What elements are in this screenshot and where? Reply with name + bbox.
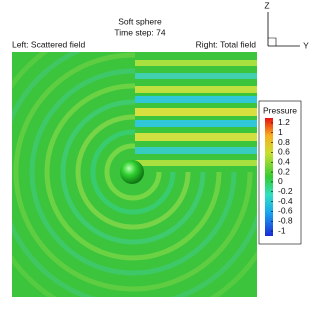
colorbar-title: Pressure — [263, 105, 297, 115]
triad-z-label: Z — [264, 0, 269, 10]
triad-corner — [268, 37, 277, 46]
sphere — [120, 160, 144, 184]
colorbar-tick-label: -0.4 — [278, 196, 293, 206]
visualization: Soft sphere Time step: 74 Left: Scattere… — [12, 0, 309, 297]
right-label: Right: Total field — [196, 39, 257, 49]
colorbar-tick-label: 0.8 — [278, 137, 290, 147]
colorbar-tick-label: 1 — [278, 127, 283, 137]
colorbar-tick-label: 0.4 — [278, 157, 290, 167]
subtitle: Time step: 74 — [114, 27, 165, 37]
left-label: Left: Scattered field — [12, 39, 86, 49]
title: Soft sphere — [118, 16, 162, 26]
triad-y-label: Y — [303, 40, 309, 50]
colorbar-tick-label: 0.2 — [278, 166, 290, 176]
colorbar-tick-label: 0 — [278, 176, 283, 186]
colorbar-strip — [265, 118, 273, 236]
colorbar-tick-label: 1.2 — [278, 117, 290, 127]
colorbar-tick-label: -0.2 — [278, 186, 293, 196]
colorbar-tick-label: -0.8 — [278, 216, 293, 226]
total-field-stripes — [135, 52, 257, 172]
colorbar-tick-label: -1 — [278, 225, 286, 235]
colorbar-tick-label: -0.6 — [278, 206, 293, 216]
colorbar-tick-label: 0.6 — [278, 147, 290, 157]
